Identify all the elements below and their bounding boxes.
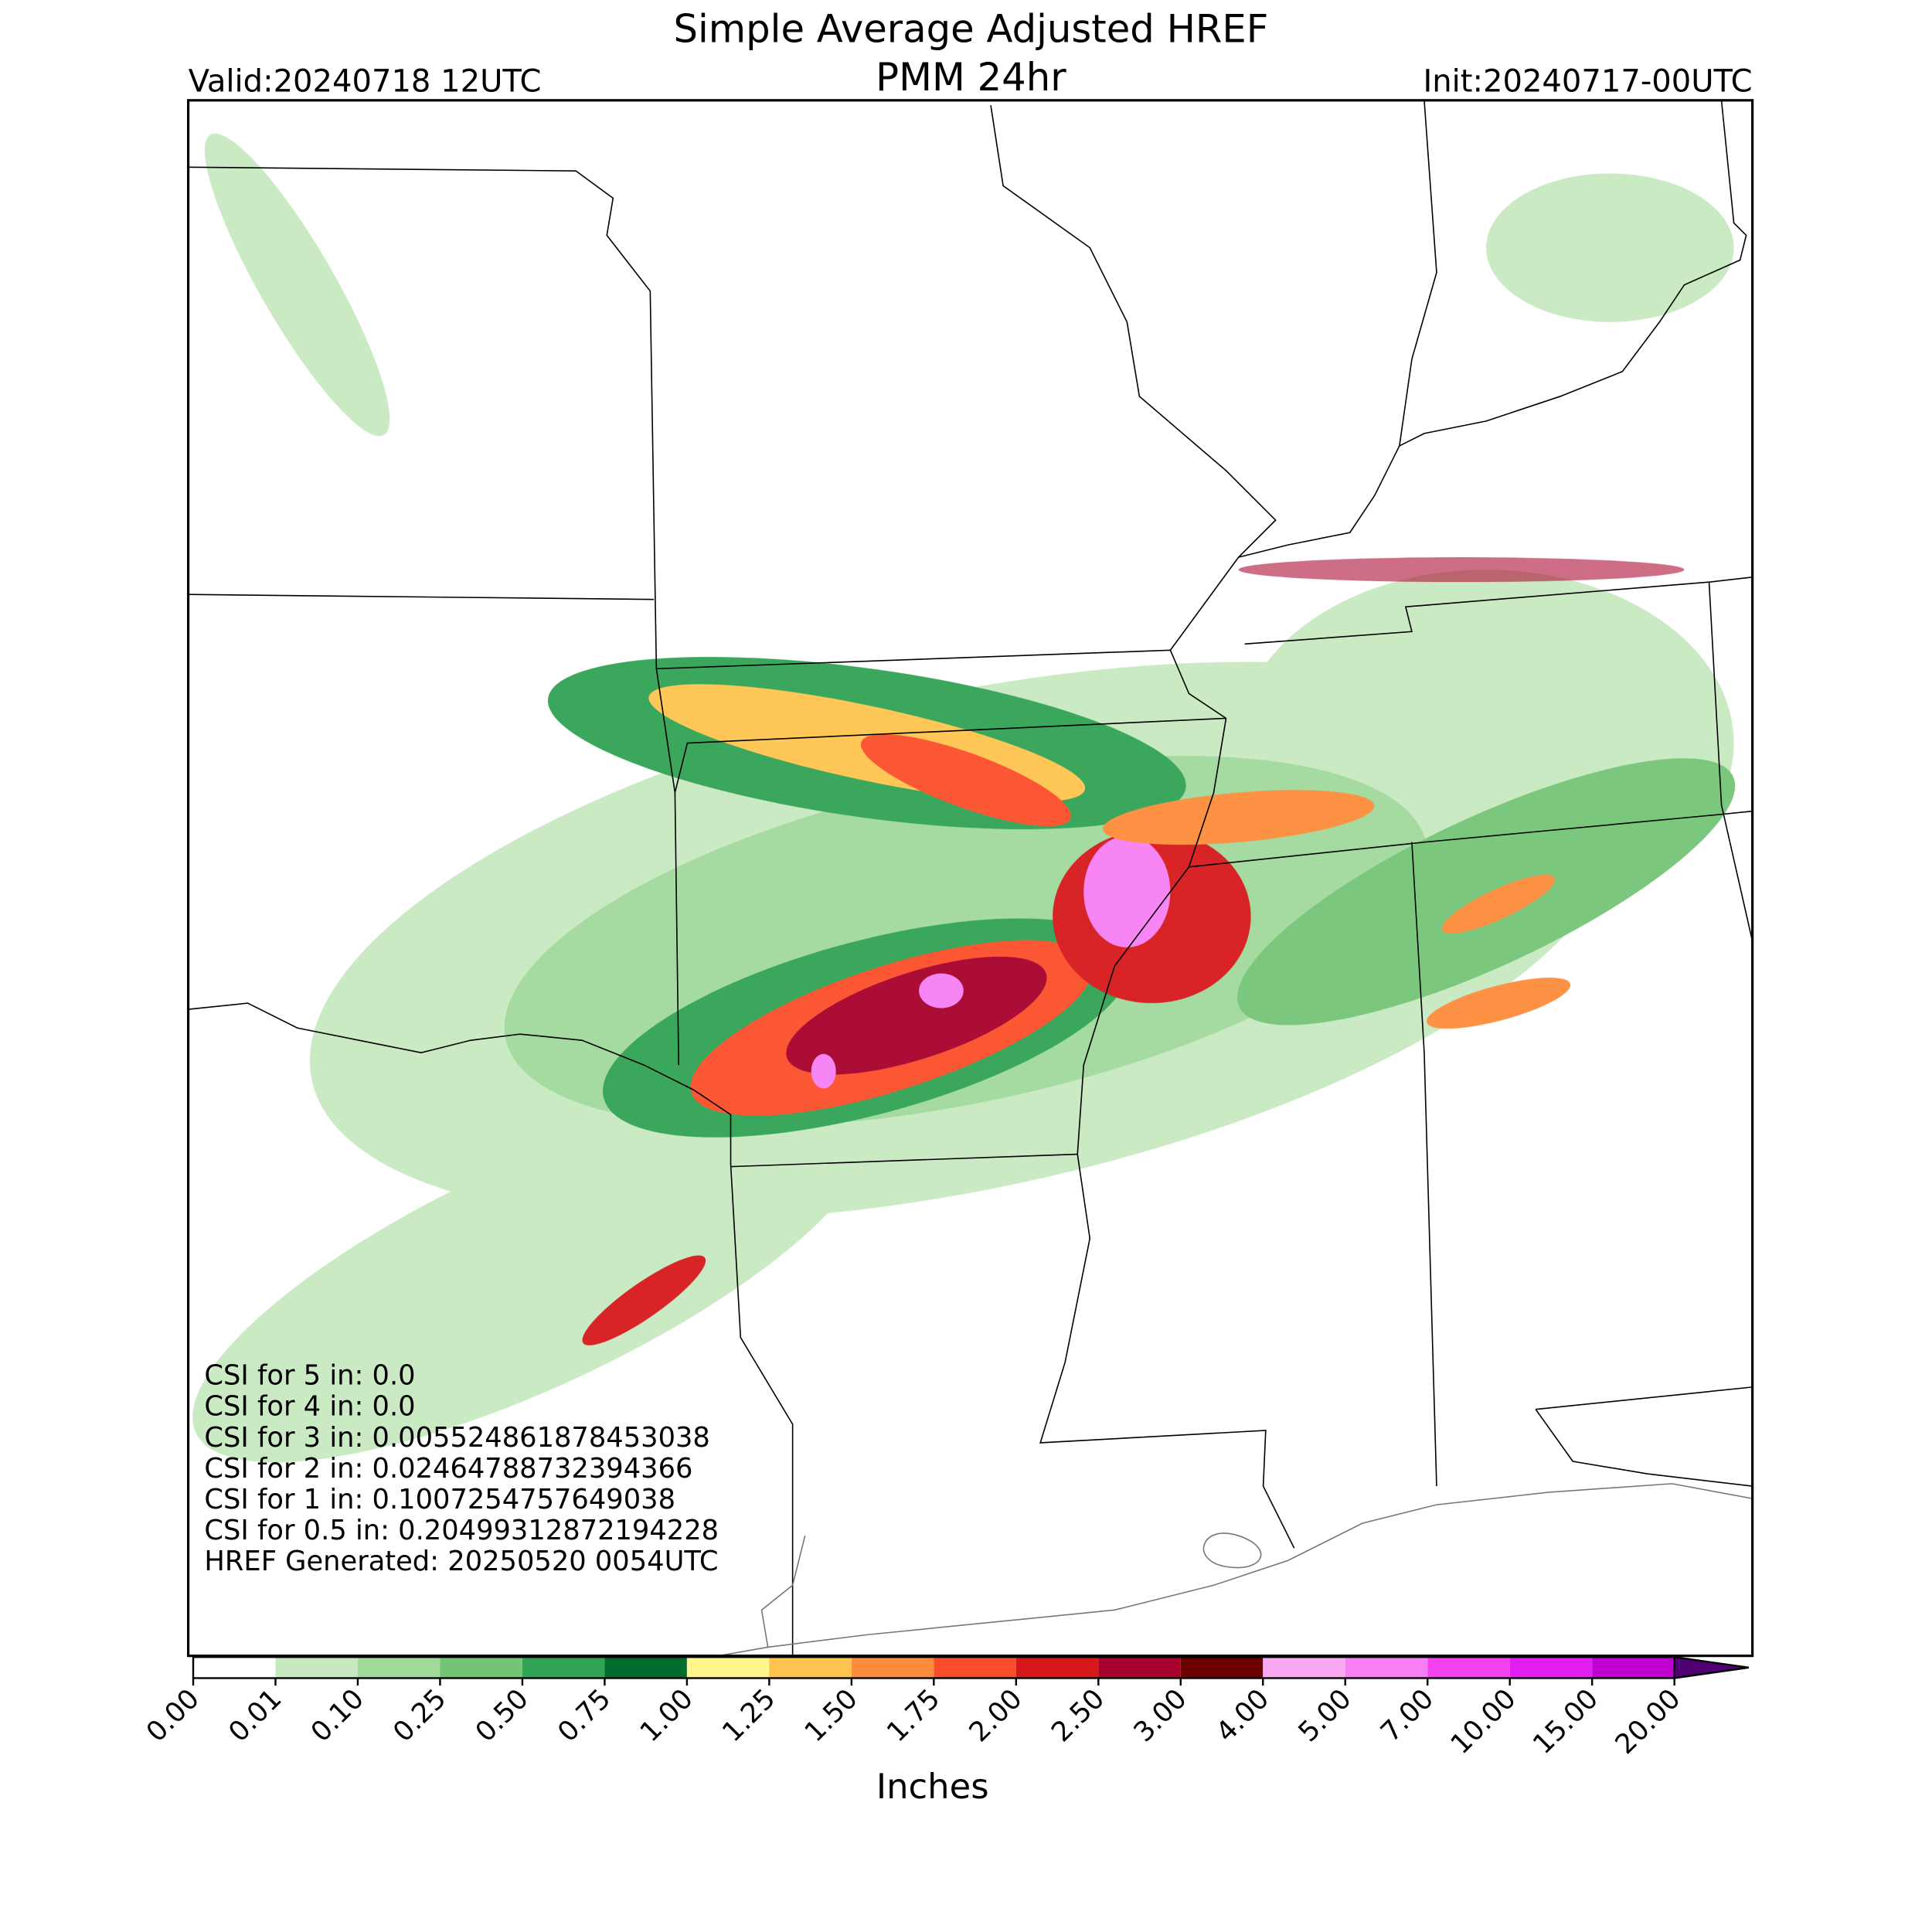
colorbar-bin — [604, 1657, 687, 1679]
colorbar-tick-label: 5.00 — [1292, 1683, 1357, 1748]
colorbar-tick-label: 1.00 — [634, 1683, 699, 1748]
stat-line: HREF Generated: 20250520 0054UTC — [204, 1546, 718, 1577]
colorbar: 0.00 0.01 0.10 0.25 0.50 0.75 1.00 1.25 1.50 1.75… — [140, 1655, 1749, 1807]
init-time: Init:20240717-00UTC — [1423, 64, 1752, 100]
colorbar-extend — [1673, 1655, 1749, 1679]
colorbar-tick-label: 0.25 — [387, 1683, 452, 1748]
colorbar-bin — [934, 1657, 1016, 1679]
map-frame — [186, 99, 1754, 1658]
colorbar-bin — [357, 1657, 440, 1679]
stat-line: CSI for 0.5 in: 0.20499312872194228 — [204, 1515, 719, 1546]
colorbar-label: Inches — [876, 1766, 989, 1807]
colorbar-tick-label: 7.00 — [1375, 1683, 1440, 1748]
colorbar-bin — [522, 1657, 605, 1679]
colorbar-tick-label: 0.50 — [469, 1683, 534, 1748]
colorbar-bin — [1098, 1657, 1181, 1679]
colorbar-tick-label: 0.10 — [304, 1683, 369, 1748]
borders — [188, 100, 1753, 1656]
colorbar-bin — [1180, 1657, 1264, 1679]
title: Simple Average Adjusted HREF — [673, 6, 1268, 51]
colorbar-tick-label: 0.01 — [223, 1683, 287, 1748]
subtitle: PMM 24hr — [876, 55, 1066, 100]
colorbar-tick-label: 4.00 — [1210, 1683, 1275, 1748]
colorbar-tick-label: 2.50 — [1046, 1683, 1111, 1748]
colorbar-bin — [1263, 1657, 1345, 1679]
colorbar-tick-label: 10.00 — [1444, 1683, 1522, 1760]
colorbar-tick-label: 3.00 — [1128, 1683, 1192, 1748]
stat-line: CSI for 4 in: 0.0 — [204, 1391, 415, 1423]
valid-time: Valid:20240718 12UTC — [189, 64, 542, 100]
stat-line: CSI for 1 in: 0.1007254757649038 — [204, 1484, 675, 1515]
stat-line: CSI for 2 in: 0.02464788732394366 — [204, 1453, 692, 1485]
colorbar-tick-label: 2.00 — [963, 1683, 1028, 1748]
colorbar-tick-label: 15.00 — [1527, 1683, 1604, 1760]
colorbar-tick-label: 0.00 — [140, 1683, 205, 1748]
colorbar-bin — [275, 1657, 358, 1679]
colorbar-bin — [686, 1657, 770, 1679]
colorbar-tick-label: 20.00 — [1609, 1683, 1686, 1760]
colorbar-bin — [1592, 1657, 1675, 1679]
colorbar-bin — [769, 1657, 852, 1679]
colorbar-tick-label: 1.25 — [716, 1683, 781, 1748]
stat-line: CSI for 5 in: 0.0 — [204, 1360, 415, 1392]
stat-line: CSI for 3 in: 0.005524861878453038 — [204, 1422, 709, 1454]
colorbar-bin — [1427, 1657, 1510, 1679]
colorbar-tick-label: 0.75 — [552, 1683, 617, 1748]
colorbar-tick-label: 1.75 — [881, 1683, 946, 1748]
colorbar-bin — [851, 1657, 934, 1679]
map — [188, 100, 1753, 1656]
colorbar-bin — [193, 1657, 276, 1679]
colorbar-bin — [440, 1657, 522, 1679]
colorbar-bin — [1345, 1657, 1428, 1679]
colorbar-tick-label: 1.50 — [798, 1683, 863, 1748]
colorbar-bin — [1509, 1657, 1593, 1679]
precip-field — [192, 133, 1736, 1463]
colorbar-bin — [1015, 1657, 1099, 1679]
